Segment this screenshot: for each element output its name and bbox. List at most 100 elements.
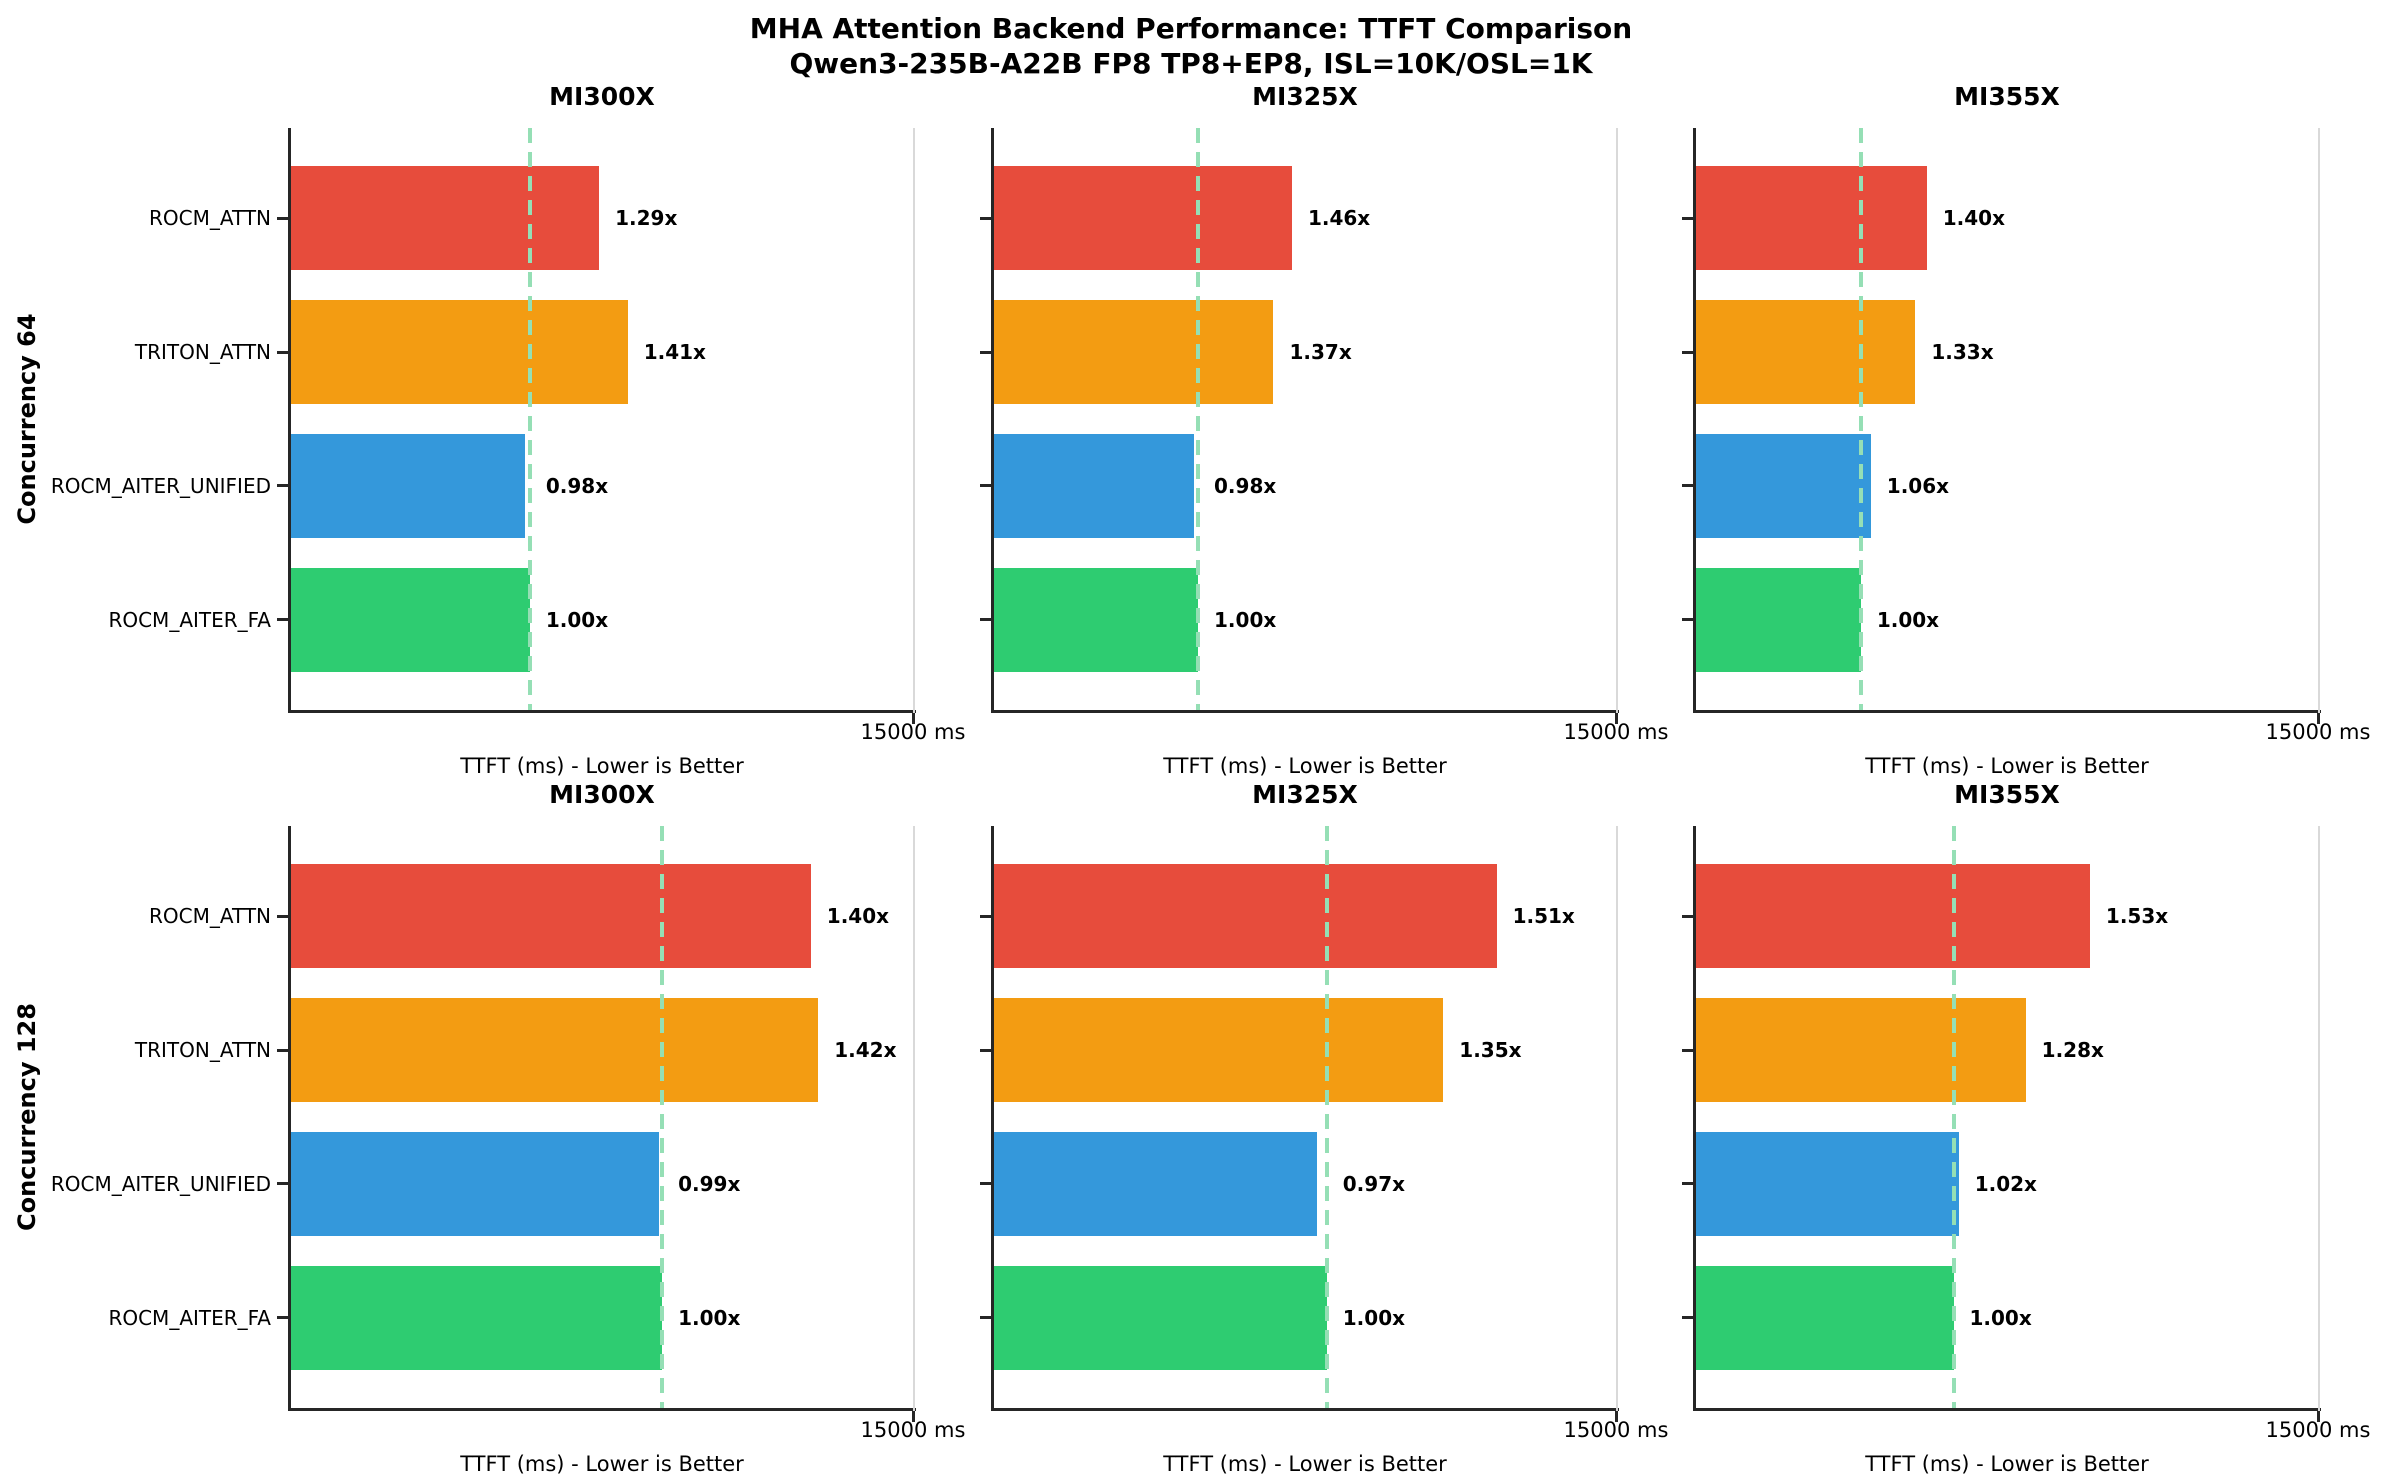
baseline-dashed-line (1196, 128, 1201, 710)
bar-rocm_attn (994, 166, 1292, 271)
y-tick (277, 1316, 288, 1320)
bar-rocm_aiter_unified (994, 433, 1194, 538)
bar-value-label: 1.46x (1307, 206, 1371, 231)
right-spine (2318, 826, 2320, 1411)
y-tick (980, 1048, 991, 1052)
y-tick-label: TRITON_ATTN (134, 340, 271, 365)
x-axis-label: TTFT (ms) - Lower is Better (460, 1452, 744, 1475)
x-axis-spine (1693, 710, 2321, 713)
bar-value-label: 1.28x (2041, 1038, 2104, 1063)
x-axis-spine (288, 1408, 916, 1411)
y-tick (1682, 1316, 1693, 1320)
x-tick-label: 15000 ms (860, 1418, 966, 1442)
bar-rocm_aiter_fa (291, 567, 530, 672)
y-tick (1682, 216, 1693, 220)
bar-rocm_aiter_fa (291, 1265, 663, 1370)
bar-rocm_aiter_unified (291, 1131, 659, 1236)
bar-value-label: 1.29x (615, 206, 678, 231)
bar-rocm_aiter_fa (994, 1265, 1327, 1370)
x-max-tick (2317, 713, 2320, 724)
bar-triton_attn (1696, 998, 2026, 1103)
y-axis-spine (288, 826, 291, 1411)
y-tick-label: ROCM_AITER_FA (108, 607, 271, 632)
bar-triton_attn (291, 998, 819, 1103)
bar-value-label: 1.51x (1512, 904, 1575, 929)
figure-subtitle: Qwen3-235B-A22B FP8 TP8+EP8, ISL=10K/OSL… (789, 47, 1593, 80)
x-axis-label: TTFT (ms) - Lower is Better (1865, 754, 2149, 778)
y-tick (1682, 1048, 1693, 1052)
y-axis-spine (991, 826, 994, 1411)
bar-value-label: 0.99x (678, 1171, 741, 1196)
y-tick (277, 1182, 288, 1186)
bar-rocm_aiter_fa (1696, 567, 1861, 672)
baseline-dashed-line (1858, 128, 1863, 710)
y-tick (277, 484, 288, 488)
y-tick-label: TRITON_ATTN (134, 1038, 271, 1063)
baseline-dashed-line (1951, 826, 1956, 1408)
subplot-title: MI325X (1252, 82, 1358, 111)
subplot-title: MI325X (1252, 780, 1358, 809)
subplot-axes: MI325X 1.51x 1.35x 0.97x 1.00x 15000 ms TTFT (… (980, 780, 1668, 1475)
x-max-tick (2317, 1411, 2320, 1422)
y-axis-spine (1693, 826, 1696, 1411)
y-tick (980, 484, 991, 488)
x-max-tick (912, 1411, 915, 1422)
x-axis-spine (991, 1408, 1619, 1411)
bar-triton_attn (994, 998, 1444, 1103)
y-axis-spine (1693, 128, 1696, 713)
y-tick (277, 350, 288, 354)
bar-value-label: 1.40x (826, 904, 890, 929)
bar-value-label: 1.00x (1214, 607, 1277, 632)
y-tick (980, 216, 991, 220)
subplot-axes: MI355X 1.40x 1.33x 1.06x 1.00x 15000 ms TTFT (… (1682, 82, 2370, 778)
bar-value-label: 1.40x (1942, 206, 2005, 231)
subplot-title: MI300X (549, 780, 655, 809)
subplot-axes: MI325X 1.46x 1.37x 0.98x 1.00x 15000 ms TTFT (… (980, 82, 1668, 778)
x-axis-spine (288, 710, 916, 713)
x-axis-label: TTFT (ms) - Lower is Better (1865, 1452, 2149, 1475)
x-axis-label: TTFT (ms) - Lower is Better (460, 754, 744, 778)
x-tick-label: 15000 ms (860, 720, 966, 744)
subplot-title: MI300X (549, 82, 655, 111)
x-tick-label: 15000 ms (2265, 1418, 2371, 1442)
y-tick (1682, 484, 1693, 488)
bar-value-label: 1.00x (545, 607, 609, 632)
y-axis-spine (288, 128, 291, 713)
bar-value-label: 1.35x (1459, 1038, 1522, 1063)
y-tick-label: ROCM_AITER_UNIFIED (50, 1171, 271, 1196)
subplot-axes: MI355X 1.53x 1.28x 1.02x 1.00x 15000 ms TTFT (… (1682, 780, 2370, 1475)
bar-triton_attn (994, 300, 1274, 405)
subplot-title: MI355X (1954, 82, 2060, 111)
bar-value-label: 1.33x (1931, 340, 1994, 365)
y-tick (980, 618, 991, 622)
bar-value-label: 1.37x (1289, 340, 1352, 365)
bar-rocm_attn (291, 864, 811, 969)
subplot-title: MI355X (1954, 780, 2060, 809)
bar-rocm_aiter_unified (1696, 1131, 1959, 1236)
bar-rocm_attn (994, 864, 1497, 969)
y-tick-label: ROCM_ATTN (148, 206, 271, 231)
x-axis-spine (1693, 1408, 2321, 1411)
bar-rocm_aiter_unified (994, 1131, 1317, 1236)
y-tick (1682, 1182, 1693, 1186)
bar-value-label: 0.97x (1342, 1171, 1406, 1196)
y-tick (277, 216, 288, 220)
right-spine (1616, 128, 1618, 713)
y-tick-label: ROCM_AITER_FA (108, 1305, 271, 1330)
bar-value-label: 1.42x (834, 1038, 897, 1063)
bar-value-label: 1.53x (2105, 904, 2169, 929)
bar-rocm_aiter_fa (994, 567, 1199, 672)
bar-value-label: 1.02x (1974, 1171, 2037, 1196)
y-tick-label: ROCM_AITER_UNIFIED (50, 473, 271, 498)
y-tick (277, 914, 288, 918)
x-tick-label: 15000 ms (1563, 720, 1669, 744)
bar-value-label: 1.06x (1886, 473, 1950, 498)
x-axis-spine (991, 710, 1619, 713)
bar-value-label: 1.00x (1969, 1305, 2032, 1330)
y-axis-spine (991, 128, 994, 713)
x-axis-label: TTFT (ms) - Lower is Better (1163, 754, 1447, 778)
figure-title: MHA Attention Backend Performance: TTFT … (749, 12, 1633, 45)
bar-rocm_attn (1696, 864, 2090, 969)
baseline-dashed-line (660, 826, 665, 1408)
